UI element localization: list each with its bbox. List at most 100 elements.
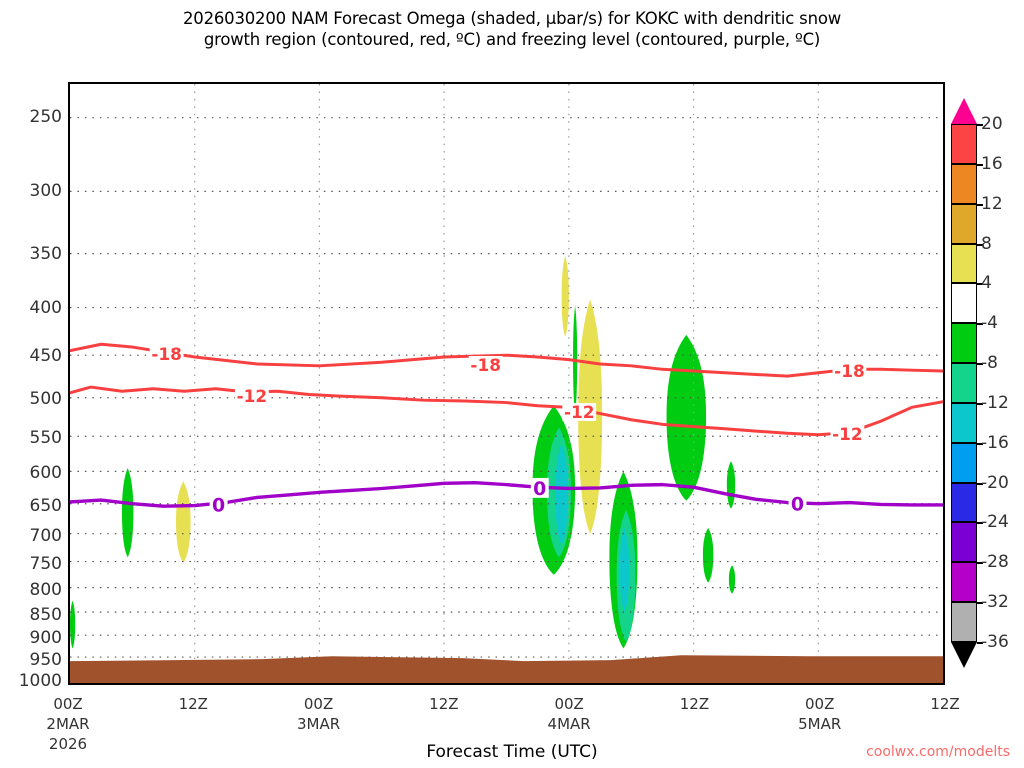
x-tick-date-72: 5MAR xyxy=(798,715,842,733)
contour-label-18-left-mask xyxy=(149,345,184,364)
colorbar-swatch--8to-4 xyxy=(951,323,977,364)
contour-label-12-right-mask xyxy=(830,425,865,443)
colorbar-tickmark--24 xyxy=(977,522,983,525)
y-tick-250: 250 xyxy=(29,106,62,127)
x-tick-time-72: 00Z xyxy=(805,695,835,713)
colorbar-swatch--20to-16 xyxy=(951,442,977,483)
contour-label-12-left-mask xyxy=(234,387,269,406)
x-tick-time-0: 00Z xyxy=(53,695,83,713)
colorbar-tickmark-4 xyxy=(977,283,983,286)
y-tick-600: 600 xyxy=(29,462,62,483)
terrain-fill xyxy=(70,655,943,683)
colorbar-tickmark--28 xyxy=(977,562,983,565)
colorbar-tickmark--36 xyxy=(977,642,983,644)
y-tick-800: 800 xyxy=(29,579,62,600)
y-tick-850: 850 xyxy=(29,604,62,625)
x-axis-title: Forecast Time (UTC) xyxy=(426,742,598,762)
omega-shaded-green-band-early xyxy=(121,468,134,558)
contour-label-0-mask-2 xyxy=(788,493,807,514)
y-tick-1000: 1000 xyxy=(18,670,62,691)
contour-label-12-mid-mask xyxy=(562,403,597,421)
colorbar-tickmark-20 xyxy=(977,124,983,126)
colorbar-tick--20: -20 xyxy=(981,472,1009,493)
contour-label-18-left: -18 xyxy=(151,344,182,364)
colorbar-tick--24: -24 xyxy=(981,512,1009,533)
y-tick-900: 900 xyxy=(29,627,62,648)
omega-shaded-cyan-main-right xyxy=(619,527,630,613)
contour-label-18-right: -18 xyxy=(834,361,865,381)
contour-label-0-0: 0 xyxy=(212,494,225,516)
colorbar-tickmark-12 xyxy=(977,203,983,206)
omega-shaded-yellow-band-early xyxy=(176,481,191,563)
x-tick-time-48: 00Z xyxy=(554,695,584,713)
colorbar-tick--28: -28 xyxy=(981,552,1009,573)
colorbar-tickmark--8 xyxy=(977,363,983,366)
colorbar-swatch-8to12 xyxy=(951,203,977,244)
x-tick-time-84: 12Z xyxy=(930,695,960,713)
colorbar-tick-12: 12 xyxy=(981,193,1003,214)
y-tick-750: 750 xyxy=(29,553,62,574)
colorbar-swatch--12to-8 xyxy=(951,363,977,403)
contour-label-0-mask-0 xyxy=(209,494,228,515)
contour-label-0-1: 0 xyxy=(533,478,546,500)
colorbar-tickmark--32 xyxy=(977,602,983,605)
colorbar-swatch--16to-12 xyxy=(951,402,977,443)
x-tick-year-0: 2026 xyxy=(48,735,88,753)
colorbar-arrow-down xyxy=(951,642,977,668)
colorbar-tickmark--12 xyxy=(977,402,983,405)
colorbar-tickmark--4 xyxy=(977,323,983,326)
colorbar-tickmark--20 xyxy=(977,482,983,485)
colorbar-swatch-4to8 xyxy=(951,243,977,284)
x-tick-date-24: 3MAR xyxy=(296,715,341,733)
watermark: coolwx.com/modelts xyxy=(866,744,1010,760)
contour-dendritic-snow-growth-region--18 xyxy=(70,342,943,378)
colorbar-tick-16: 16 xyxy=(981,153,1003,174)
y-tick-950: 950 xyxy=(29,649,62,670)
y-tick-700: 700 xyxy=(29,525,62,546)
colorbar-tickmark--16 xyxy=(977,442,983,445)
colorbar-tick-20: 20 xyxy=(981,114,1003,134)
colorbar-swatch--32to-28 xyxy=(951,562,977,603)
colorbar-swatch-16to20 xyxy=(951,124,977,164)
colorbar-tick-4: 4 xyxy=(981,273,992,294)
colorbar-swatch-12to16 xyxy=(951,163,977,204)
colorbar-swatch--4to4 xyxy=(951,283,977,324)
contour-label-12-mid: -12 xyxy=(564,402,595,422)
colorbar-legend: 20 16 12 8 4 -4 -8 -12 -16 -20 -24 -28 -32 -36 xyxy=(951,98,1009,668)
colorbar-swatch--28to-24 xyxy=(951,522,977,563)
chart-canvas: -18 -18 -18 -12 -12 -12 0 0 0 xyxy=(70,84,943,683)
x-tick-time-36: 12Z xyxy=(429,695,459,713)
colorbar-tick--12: -12 xyxy=(981,392,1009,413)
x-tick-date-0: 2MAR xyxy=(46,715,90,733)
colorbar-swatch--36to-32 xyxy=(951,602,977,642)
colorbar-arrow-up xyxy=(951,98,977,124)
omega-shaded-green-patch-700 xyxy=(702,527,714,583)
contour-label-0-2: 0 xyxy=(791,494,804,516)
y-tick-400: 400 xyxy=(29,298,62,319)
contour-dendritic-snow-growth-region--12 xyxy=(70,385,943,437)
colorbar-swatch--24to-20 xyxy=(951,482,977,523)
x-tick-time-60: 12Z xyxy=(679,695,710,713)
x-tick-time-24: 00Z xyxy=(303,695,334,713)
contour-label-12-right: -12 xyxy=(832,424,863,444)
omega-shaded-yellow-column-hi xyxy=(561,255,569,337)
omega-shaded-cyan-main-left xyxy=(555,443,568,546)
x-tick-date-48: 4MAR xyxy=(547,715,591,733)
colorbar-tick--4: -4 xyxy=(981,313,998,334)
contour-label-18-mid: -18 xyxy=(470,355,501,375)
contour-label-18-mid-mask xyxy=(468,355,503,374)
y-tick-350: 350 xyxy=(29,243,62,264)
y-tick-500: 500 xyxy=(29,388,62,409)
omega-shaded-green-patch-780 xyxy=(728,565,736,594)
y-tick-300: 300 xyxy=(29,181,62,202)
omega-shaded-green-blob-upper xyxy=(666,334,707,501)
colorbar-tick--36: -36 xyxy=(981,632,1009,652)
colorbar-tick-8: 8 xyxy=(981,233,992,254)
colorbar-tick--8: -8 xyxy=(981,353,998,374)
page-title: 2026030200 NAM Forecast Omega (shaded, μ… xyxy=(182,9,842,49)
y-tick-550: 550 xyxy=(29,427,62,448)
contour-label-18-right-mask xyxy=(832,362,867,380)
contour-label-0-mask-1 xyxy=(530,477,549,498)
contour-label-12-left: -12 xyxy=(237,386,268,406)
